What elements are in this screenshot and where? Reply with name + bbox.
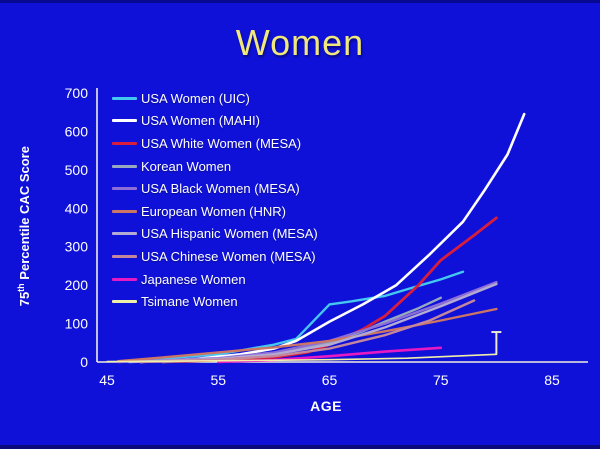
- x-tick-label: 45: [99, 372, 115, 388]
- y-axis-label: 75th Percentile CAC Score: [16, 126, 32, 326]
- legend-label: USA Women (UIC): [141, 90, 250, 106]
- legend-label: USA Chinese Women (MESA): [141, 248, 316, 264]
- legend-item: USA White Women (MESA): [112, 132, 318, 155]
- legend-swatch: [112, 96, 137, 100]
- legend-label: USA Women (MAHI): [141, 113, 260, 129]
- y-tick-label: 600: [65, 123, 89, 139]
- y-tick-label: 100: [65, 316, 89, 332]
- legend-label: Tsimane Women: [141, 294, 238, 310]
- y-tick-label: 500: [65, 162, 89, 178]
- legend-item: Tsimane Women: [112, 290, 318, 313]
- y-tick-label: 700: [65, 85, 89, 101]
- y-tick-label: 300: [65, 239, 89, 255]
- legend-swatch: [112, 300, 137, 304]
- legend-label: USA Hispanic Women (MESA): [141, 226, 318, 242]
- x-tick-label: 55: [210, 372, 226, 388]
- series-line-tsimane-women: [106, 353, 498, 363]
- chart-legend: USA Women (UIC) USA Women (MAHI) USA White…: [112, 87, 318, 313]
- legend-item: Korean Women: [112, 155, 318, 178]
- page-title: Women: [235, 22, 365, 63]
- legend-swatch: [112, 232, 137, 236]
- legend-item: USA Women (MAHI): [112, 110, 318, 133]
- series-line-european-women-hnr-: [116, 307, 498, 363]
- y-tick-label: 0: [80, 354, 88, 370]
- y-axis-label-sup: th: [15, 283, 26, 292]
- x-axis-label: AGE: [310, 398, 342, 414]
- y-axis-label-base: 75: [17, 291, 33, 307]
- legend-label: European Women (HNR): [141, 203, 286, 219]
- legend-swatch: [112, 277, 137, 281]
- x-tick-label: 65: [322, 372, 338, 388]
- legend-item: Japanese Women: [112, 268, 318, 291]
- legend-item: European Women (HNR): [112, 200, 318, 223]
- legend-swatch: [112, 209, 137, 213]
- legend-item: USA Hispanic Women (MESA): [112, 223, 318, 246]
- legend-label: Korean Women: [141, 158, 232, 174]
- x-tick-label: 85: [544, 372, 560, 388]
- y-tick-label: 400: [65, 200, 89, 216]
- slide-top-edge: [0, 0, 600, 3]
- legend-swatch: [112, 187, 137, 191]
- legend-label: USA White Women (MESA): [141, 135, 302, 151]
- legend-swatch: [112, 119, 137, 123]
- y-tick-label: 200: [65, 277, 89, 293]
- x-tick-label: 75: [433, 372, 449, 388]
- legend-item: USA Women (UIC): [112, 87, 318, 110]
- legend-swatch: [112, 164, 137, 168]
- legend-label: USA Black Women (MESA): [141, 181, 300, 197]
- slide-bottom-edge: [0, 445, 600, 449]
- legend-label: Japanese Women: [141, 271, 246, 287]
- legend-item: USA Black Women (MESA): [112, 177, 318, 200]
- legend-swatch: [112, 141, 137, 145]
- legend-item: USA Chinese Women (MESA): [112, 245, 318, 268]
- series-line-usa-chinese-women-mesa-: [139, 299, 476, 364]
- legend-swatch: [112, 254, 137, 258]
- series-line-usa-women-mahi-: [139, 112, 526, 364]
- y-axis-label-rest: Percentile CAC Score: [17, 146, 33, 284]
